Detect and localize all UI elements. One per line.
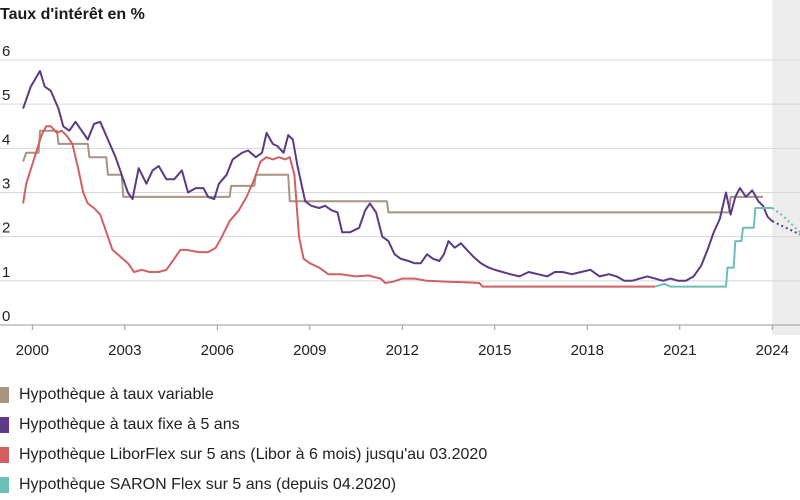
x-tick-label: 2021 <box>663 342 696 359</box>
line-chart: 0 1 2 3 4 5 6 2000 2003 2006 2009 2012 2015 2018 2021… <box>0 0 800 359</box>
x-tick-label: 2009 <box>293 342 326 359</box>
legend-label: Hypothèque à taux variable <box>19 386 214 403</box>
gridlines <box>0 59 800 326</box>
y-tick-label: 4 <box>2 131 10 148</box>
y-tick-label: 2 <box>2 220 10 237</box>
y-tick-label: 6 <box>2 43 10 60</box>
series-line <box>22 125 656 288</box>
legend-item: Hypothèque à taux fixe à 5 ans <box>0 410 487 440</box>
forecast-line <box>771 207 800 234</box>
x-axis-labels: 2000 2003 2006 2009 2012 2015 2018 2021 2024 <box>16 325 789 359</box>
series-lines <box>22 70 800 288</box>
y-tick-label: 0 <box>2 308 10 325</box>
legend-swatch <box>0 417 9 433</box>
legend-swatch <box>0 387 9 403</box>
y-tick-label: 1 <box>2 264 10 281</box>
chart-title: Taux d'intérêt en % <box>0 6 145 23</box>
legend-label: Hypothèque SARON Flex sur 5 ans (depuis … <box>19 476 397 493</box>
legend-swatch <box>0 447 9 463</box>
y-tick-label: 5 <box>2 87 10 104</box>
x-tick-label: 2018 <box>571 342 604 359</box>
legend-label: Hypothèque à taux fixe à 5 ans <box>19 416 240 433</box>
x-tick-label: 2006 <box>201 342 234 359</box>
x-tick-label: 2024 <box>756 342 789 359</box>
forecast-region <box>772 0 800 335</box>
legend-item: Hypothèque LiborFlex sur 5 ans (Libor à … <box>0 440 487 470</box>
x-tick-label: 2012 <box>386 342 419 359</box>
legend-item: Hypothèque SARON Flex sur 5 ans (depuis … <box>0 470 487 500</box>
x-tick-label: 2015 <box>478 342 511 359</box>
legend-label: Hypothèque LiborFlex sur 5 ans (Libor à … <box>19 446 488 463</box>
y-tick-label: 3 <box>2 176 10 193</box>
y-axis-labels: 0 1 2 3 4 5 6 <box>2 43 10 325</box>
legend-item: Hypothèque à taux variable <box>0 380 487 410</box>
legend: Hypothèque à taux variable Hypothèque à … <box>0 380 487 500</box>
x-tick-label: 2003 <box>108 342 141 359</box>
series-line <box>654 207 773 288</box>
series-line <box>22 129 763 214</box>
forecast-line <box>771 220 800 236</box>
x-tick-label: 2000 <box>16 342 49 359</box>
legend-swatch <box>0 477 9 493</box>
series-line <box>22 70 773 282</box>
